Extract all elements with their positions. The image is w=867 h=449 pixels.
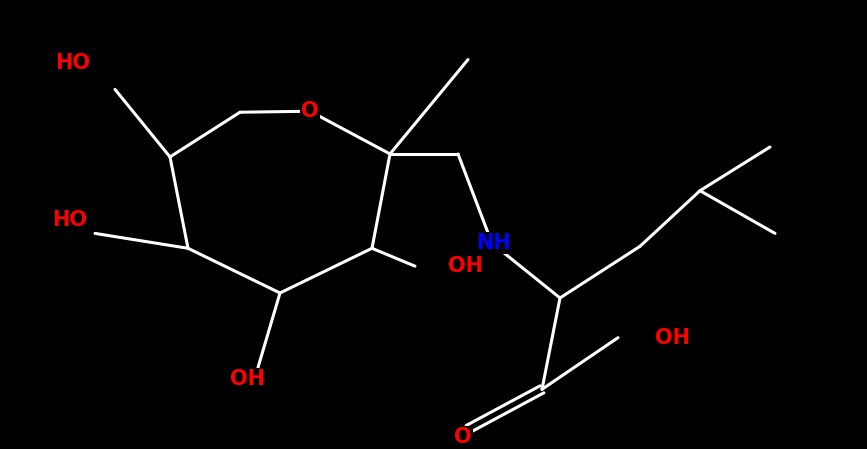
Text: HO: HO [55,53,90,73]
Text: NH: NH [477,233,512,253]
Text: OH: OH [655,328,690,348]
Text: OH: OH [448,256,483,276]
Text: OH: OH [231,370,265,389]
Text: HO: HO [52,211,87,230]
Text: O: O [454,427,472,447]
Text: O: O [301,101,319,121]
